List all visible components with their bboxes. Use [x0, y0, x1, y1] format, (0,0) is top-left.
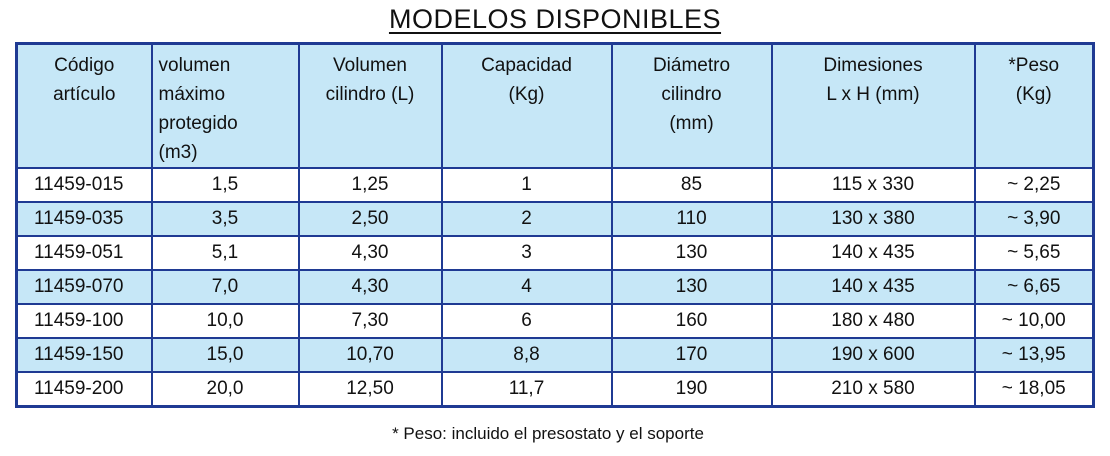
table-cell: 1	[440, 167, 613, 203]
table-cell: 4,30	[297, 269, 443, 305]
table-body: 11459-015 1,5 1,25 1 85 115 x 330 ~ 2,25 11459-…	[15, 167, 1095, 408]
table-cell: 210 x 580	[770, 371, 976, 408]
header-line: *Peso	[1008, 55, 1060, 76]
table-cell: 11,7	[440, 371, 613, 408]
header-cell: *Peso (Kg)	[973, 42, 1095, 169]
table-cell: 6	[440, 303, 613, 339]
header-line: Código	[54, 55, 115, 76]
header-line: Capacidad	[481, 55, 572, 76]
header-cell: Volumen cilindro (L)	[297, 42, 443, 169]
table-cell: 11459-100	[15, 303, 153, 339]
table-cell: 11459-200	[15, 371, 153, 408]
table-cell: 8,8	[440, 337, 613, 373]
table-cell: 10,0	[150, 303, 300, 339]
table-header: Código artículo volumen máximo protegido (m3)…	[15, 42, 1095, 169]
header-line: (m3)	[158, 142, 198, 163]
table-row: 11459-200 20,0 12,50 11,7 190 210 x 580 ~ 18,0…	[15, 371, 1095, 408]
table-cell: 2	[440, 201, 613, 237]
table-row: 11459-100 10,0 7,30 6 160 180 x 480 ~ 10,00	[15, 303, 1095, 339]
table-cell: 140 x 435	[770, 269, 976, 305]
table-cell: ~ 13,95	[973, 337, 1095, 373]
table-cell: 4	[440, 269, 613, 305]
header-line: cilindro	[661, 84, 722, 105]
header-line: (mm)	[669, 113, 714, 134]
table-cell: 5,1	[150, 235, 300, 271]
title: MODELOS DISPONIBLES	[0, 4, 1110, 35]
table-cell: 12,50	[297, 371, 443, 408]
table-row: 11459-015 1,5 1,25 1 85 115 x 330 ~ 2,25	[15, 167, 1095, 203]
table-cell: 130	[610, 235, 773, 271]
table-cell: 11459-070	[15, 269, 153, 305]
table-cell: 11459-150	[15, 337, 153, 373]
header-line: Volumen	[333, 55, 407, 76]
header-line: (Kg)	[508, 84, 545, 105]
table-cell: ~ 6,65	[973, 269, 1095, 305]
table-cell: 140 x 435	[770, 235, 976, 271]
table-cell: ~ 2,25	[973, 167, 1095, 203]
title-text: MODELOS DISPONIBLES	[388, 4, 722, 34]
header-line: volumen	[158, 55, 231, 76]
table-cell: 85	[610, 167, 773, 203]
table-cell: ~ 5,65	[973, 235, 1095, 271]
table-cell: 130	[610, 269, 773, 305]
table-cell: 4,30	[297, 235, 443, 271]
header-line: protegido	[158, 113, 238, 134]
table-cell: 1,5	[150, 167, 300, 203]
table-cell: 190	[610, 371, 773, 408]
header-cell: Código artículo	[15, 42, 153, 169]
header-line: máximo	[158, 84, 226, 105]
table-cell: 15,0	[150, 337, 300, 373]
header-cell: volumen máximo protegido (m3)	[150, 42, 300, 169]
header-line: Diámetro	[652, 55, 731, 76]
table-cell: ~ 18,05	[973, 371, 1095, 408]
table-cell: 160	[610, 303, 773, 339]
header-line: cilindro (L)	[325, 84, 415, 105]
table-cell: 7,30	[297, 303, 443, 339]
header-row: Código artículo volumen máximo protegido (m3)…	[15, 42, 1095, 169]
table-cell: 115 x 330	[770, 167, 976, 203]
header-cell: Diámetro cilindro (mm)	[610, 42, 773, 169]
table-row: 11459-035 3,5 2,50 2 110 130 x 380 ~ 3,90	[15, 201, 1095, 237]
footnote: * Peso: incluido el presostato y el sopo…	[392, 424, 704, 443]
table-cell: 10,70	[297, 337, 443, 373]
table-cell: 11459-051	[15, 235, 153, 271]
header-line: (Kg)	[1015, 84, 1052, 105]
table-cell: 190 x 600	[770, 337, 976, 373]
table-row: 11459-051 5,1 4,30 3 130 140 x 435 ~ 5,65	[15, 235, 1095, 271]
table-cell: ~ 3,90	[973, 201, 1095, 237]
table-cell: 11459-015	[15, 167, 153, 203]
table-cell: 20,0	[150, 371, 300, 408]
header-line: L x H (mm)	[826, 84, 920, 105]
header-line: artículo	[53, 84, 116, 105]
table-cell: 1,25	[297, 167, 443, 203]
table-cell: 3,5	[150, 201, 300, 237]
header-cell: Capacidad (Kg)	[440, 42, 613, 169]
table-cell: 3	[440, 235, 613, 271]
table-row: 11459-150 15,0 10,70 8,8 170 190 x 600 ~ 13,95	[15, 337, 1095, 373]
models-table: Código artículo volumen máximo protegido (m3)…	[15, 42, 1095, 408]
table-cell: 170	[610, 337, 773, 373]
table-cell: 2,50	[297, 201, 443, 237]
table-cell: 180 x 480	[770, 303, 976, 339]
table-cell: ~ 10,00	[973, 303, 1095, 339]
table-cell: 11459-035	[15, 201, 153, 237]
header-cell: Dimesiones L x H (mm)	[770, 42, 976, 169]
table-cell: 110	[610, 201, 773, 237]
table-row: 11459-070 7,0 4,30 4 130 140 x 435 ~ 6,65	[15, 269, 1095, 305]
table-cell: 130 x 380	[770, 201, 976, 237]
header-line: Dimesiones	[823, 55, 923, 76]
table-cell: 7,0	[150, 269, 300, 305]
